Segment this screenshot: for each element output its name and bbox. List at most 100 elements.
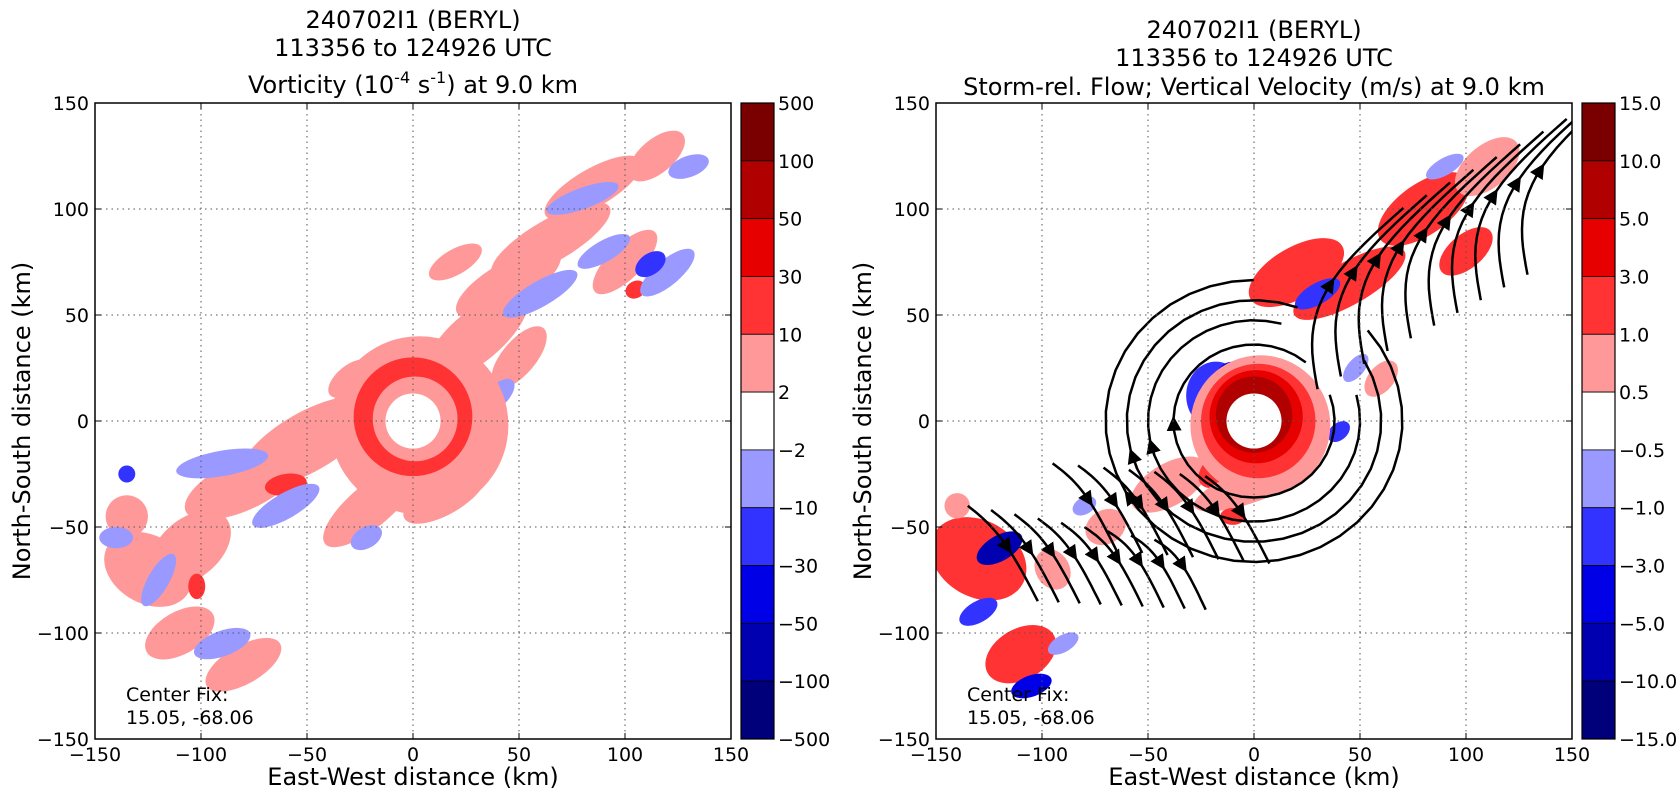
right-streamline-arrow — [1084, 546, 1100, 563]
right-colorbar: 15.0 10.0 5.0 3.0 1.0 0.5 −0.5 −1.0 −3.0 −5.0 −10.… — [1581, 93, 1677, 751]
left-contour-patch — [141, 553, 177, 607]
left-contour-patch — [193, 627, 251, 660]
right-streamline-arrow — [1343, 265, 1358, 282]
left-ytick-label: 0 — [77, 411, 89, 433]
right-streamline-arrow — [1129, 493, 1144, 511]
right-colorbar-label: −5.0 — [1619, 613, 1665, 635]
right-xtick-label: 0 — [1248, 744, 1260, 766]
right-eye — [1226, 393, 1282, 449]
right-streamline — [1497, 120, 1572, 288]
left-contour-patch — [628, 130, 685, 182]
right-colorbar-segment — [1581, 160, 1616, 220]
left-colorbar-segment — [740, 218, 775, 277]
left-colorbar-segment — [740, 449, 775, 509]
left-ytick-label: 50 — [65, 305, 89, 327]
left-colorbar-label: 10 — [778, 324, 802, 346]
right-streamline — [1427, 143, 1521, 326]
left-contour-patch — [104, 531, 192, 607]
right-center-fix-value: 15.05, -68.06 — [967, 707, 1095, 729]
left-grid — [95, 103, 731, 739]
right-contour-patch — [1034, 549, 1071, 590]
left-colorbar-label: 500 — [778, 93, 814, 115]
left-colorbar-label: −500 — [778, 729, 830, 751]
right-streamline-arrow — [1040, 541, 1056, 559]
right-streamline-arrow — [1172, 555, 1187, 573]
right-streamline-arrow — [1436, 214, 1452, 231]
right-streamline-arrow — [1529, 163, 1545, 181]
right-streamline — [1520, 129, 1572, 275]
right-streamline-arrow — [1205, 500, 1220, 517]
left-colorbar-segment — [740, 565, 775, 624]
right-streamline — [1125, 299, 1383, 543]
right-contour-patch — [1364, 360, 1398, 397]
left-contour-patch — [546, 181, 619, 215]
right-streamline — [1104, 278, 1404, 564]
left-colorbar: 500 100 50 30 10 2 −2 −10 −30 −50 −100 −500 — [740, 93, 830, 751]
right-ytick-label: 150 — [894, 93, 930, 115]
right-streamline-arrow — [1146, 438, 1161, 456]
right-contour-patch — [1343, 353, 1369, 383]
right-colorbar-label: −10.0 — [1619, 671, 1677, 693]
left-colorbar-segment — [740, 333, 775, 393]
left-ytick-label: 100 — [53, 199, 89, 221]
left-contour-patch — [252, 483, 320, 528]
right-ytick-label: −100 — [878, 623, 930, 645]
right-streamline-arrow — [1103, 491, 1119, 509]
vertical-velocity-panel: 240702I1 (BERYL) 113356 to 124926 UTC St… — [849, 16, 1677, 791]
right-colorbar-segment — [1581, 449, 1616, 509]
right-ytick-label: 50 — [906, 305, 930, 327]
right-colorbar-segment — [1581, 391, 1616, 451]
left-title-var-sup1: -4 — [394, 68, 410, 87]
left-ytick-label: −100 — [37, 623, 89, 645]
right-streamline-arrow — [1154, 495, 1170, 513]
right-colorbar-segment — [1581, 507, 1616, 566]
left-ytick-label: −50 — [49, 517, 89, 539]
right-title-line2: 113356 to 124926 UTC — [1115, 44, 1393, 72]
right-streamline — [1474, 117, 1568, 301]
right-streamline-arrow — [1390, 239, 1405, 257]
right-streamline — [1172, 343, 1336, 499]
left-colorbar-label: 30 — [778, 266, 802, 288]
right-streamline-arrow — [1483, 188, 1498, 206]
right-title-line1: 240702I1 (BERYL) — [1146, 16, 1361, 44]
left-xtick-label: 0 — [407, 744, 419, 766]
right-streamline — [1380, 168, 1475, 352]
left-contour-patch — [118, 465, 136, 483]
left-colorbar-segment — [740, 102, 775, 162]
left-colorbar-frame — [740, 102, 775, 740]
right-contour-patch — [944, 493, 970, 519]
left-contour-patch — [592, 229, 658, 295]
left-xtick-label: −100 — [175, 744, 227, 766]
left-contour-patch — [176, 448, 269, 479]
right-colorbar-segment — [1581, 102, 1616, 162]
right-colorbar-label: 15.0 — [1619, 93, 1661, 115]
right-streamline-arrow — [1078, 489, 1093, 507]
left-contour-patch — [668, 154, 709, 179]
right-xtick-label: −100 — [1016, 744, 1068, 766]
vorticity-panel: 240702I1 (BERYL) 113356 to 124926 UTC Vo… — [8, 6, 830, 791]
left-contour-patch — [640, 248, 695, 297]
left-colorbar-label: 50 — [778, 209, 802, 231]
left-contour-patch — [502, 269, 578, 318]
left-plot-area — [99, 130, 709, 692]
right-streamline — [1450, 130, 1545, 314]
left-contour-patch — [577, 233, 631, 269]
left-title-var-prefix: Vorticity (10 — [248, 71, 394, 99]
right-colorbar-label: −15.0 — [1619, 729, 1677, 751]
left-colorbar-segment — [740, 507, 775, 566]
right-streamline-arrow — [996, 536, 1012, 554]
left-ytick-label: 150 — [53, 93, 89, 115]
right-y-ticks: −150 −100 −50 0 50 100 150 — [878, 93, 1572, 751]
left-contour-patch — [205, 637, 282, 692]
right-colorbar-frame — [1581, 102, 1616, 740]
left-contour-patch — [491, 202, 611, 280]
left-contour-patch — [625, 280, 646, 299]
right-colorbar-segment — [1581, 565, 1616, 624]
right-colorbar-segment — [1581, 680, 1616, 740]
right-colorbar-label: −1.0 — [1619, 498, 1665, 520]
right-contour-patch — [1047, 632, 1079, 655]
right-streamline-arrow — [1366, 252, 1382, 270]
right-colorbar-label: 5.0 — [1619, 209, 1649, 231]
right-streamline — [1334, 194, 1428, 377]
